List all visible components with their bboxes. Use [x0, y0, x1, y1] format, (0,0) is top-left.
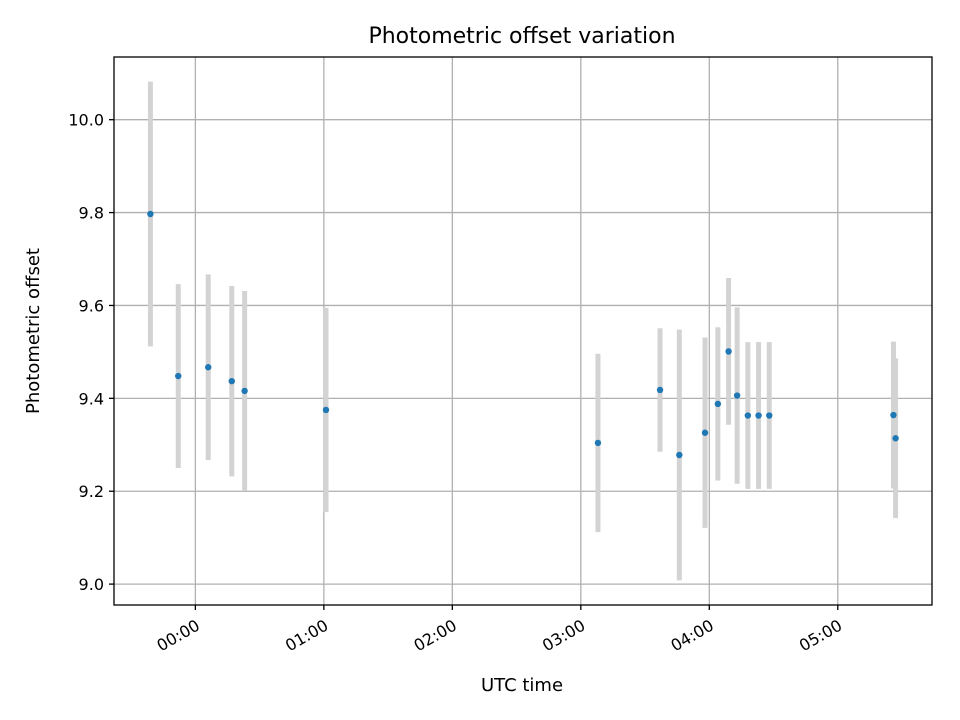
x-tick-label: 03:00: [539, 616, 588, 656]
data-point: [676, 451, 683, 459]
chart-title: Photometric offset variation: [368, 24, 675, 49]
x-tick-label: 02:00: [411, 616, 460, 656]
y-tick-label: 9.0: [79, 575, 104, 594]
data-point: [892, 435, 899, 442]
y-tick-label: 9.2: [79, 482, 104, 501]
x-axis-label: UTC time: [481, 675, 563, 696]
error-bars: [147, 81, 899, 581]
grid: [114, 57, 932, 605]
x-axis: 00:00 01:00 02:00 03:00 04:00 05:00: [154, 605, 845, 656]
y-axis-label: Photometric offset: [23, 248, 44, 414]
data-point: [755, 412, 762, 419]
data-point: [175, 372, 182, 380]
data-point: [766, 412, 773, 419]
plot-frame: [113, 56, 933, 606]
x-tick-label: 05:00: [796, 616, 845, 656]
x-tick-label: 04:00: [667, 616, 716, 656]
y-axis: 9.0 9.2 9.4 9.6 9.8 10.0: [68, 111, 114, 594]
x-tick-label: 00:00: [154, 616, 203, 656]
data-point: [594, 439, 602, 447]
y-tick-label: 10.0: [68, 111, 104, 130]
data-point: [701, 429, 709, 436]
data-points: [147, 210, 899, 459]
y-tick-label: 9.6: [79, 296, 104, 315]
data-point: [228, 377, 235, 385]
y-tick-label: 9.4: [79, 389, 104, 408]
x-tick-label: 01:00: [282, 616, 331, 656]
data-point: [241, 387, 248, 395]
data-point: [147, 210, 154, 218]
data-point: [656, 386, 664, 394]
data-point: [714, 400, 722, 408]
data-point: [725, 348, 732, 355]
data-point: [890, 411, 897, 419]
data-point: [744, 412, 752, 419]
data-point: [733, 392, 741, 399]
y-tick-label: 9.8: [79, 204, 104, 223]
data-point: [205, 364, 212, 371]
data-point: [322, 406, 330, 414]
